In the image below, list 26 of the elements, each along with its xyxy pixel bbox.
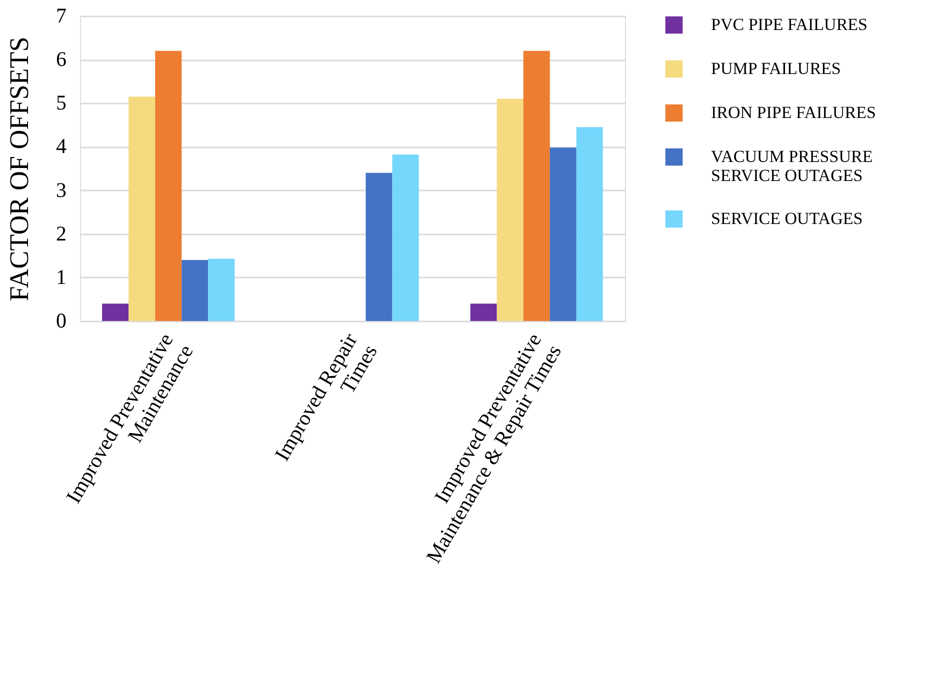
- legend-label: VACUUM PRESSURE SERVICE OUTAGES: [711, 147, 873, 185]
- y-tick-label: 7: [56, 4, 66, 28]
- y-tick-label: 1: [56, 264, 66, 289]
- y-tick-label: 0: [56, 308, 66, 332]
- bar: [523, 50, 550, 321]
- bar: [576, 127, 603, 321]
- bar: [470, 304, 497, 321]
- y-tick-label: 3: [56, 178, 66, 202]
- bar: [392, 154, 419, 321]
- y-axis-title: FACTOR OF OFFSETS: [4, 36, 34, 302]
- bar: [496, 98, 524, 321]
- y-tick-label: 2: [56, 221, 66, 246]
- bar: [550, 148, 576, 321]
- bar: [208, 258, 235, 321]
- legend-label: PUMP FAILURES: [711, 59, 841, 78]
- bar: [182, 260, 208, 321]
- bar: [366, 172, 392, 321]
- bar: [155, 50, 182, 321]
- bar: [128, 96, 156, 321]
- y-tick-label: 4: [56, 134, 67, 158]
- legend-label: SERVICE OUTAGES: [711, 209, 863, 228]
- y-tick-label: 6: [56, 47, 66, 72]
- legend-label: PVC PIPE FAILURES: [711, 15, 868, 34]
- bar: [102, 304, 129, 321]
- y-tick-label: 5: [56, 90, 66, 115]
- legend-label: IRON PIPE FAILURES: [711, 103, 876, 122]
